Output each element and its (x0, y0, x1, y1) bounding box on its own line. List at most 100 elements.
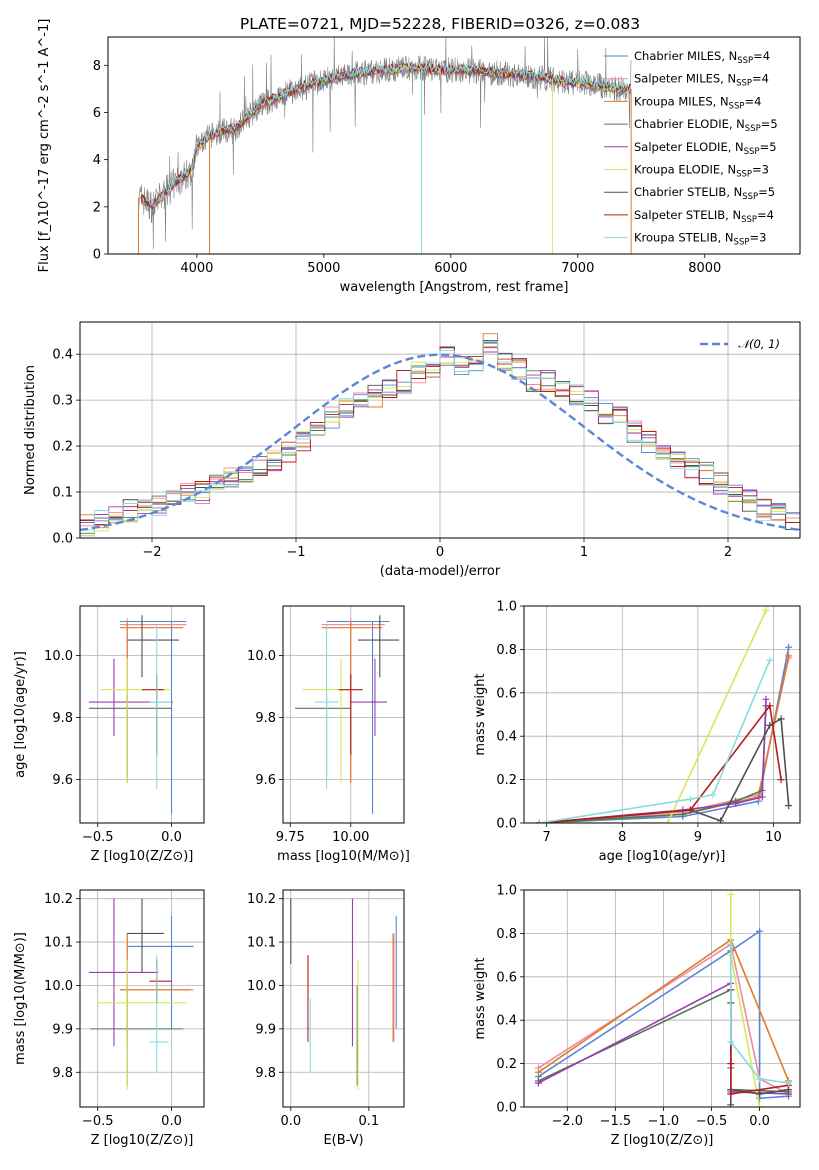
residuals-legend: 𝒩(0, 1) (700, 337, 780, 351)
histogram-kroupa_stelib (80, 341, 800, 531)
legend-subscript: SSP (737, 56, 753, 66)
weight-marker (732, 799, 740, 807)
y-tick-label: 0.2 (496, 773, 517, 788)
y-axis-label: mass weight (473, 673, 488, 755)
y-tick-label: 9.6 (52, 773, 73, 788)
errorbar-salpeter_stelib (338, 674, 363, 755)
legend-value: =4 (757, 208, 774, 222)
weight-marker (727, 1038, 735, 1046)
x-axis-label: age [log10(age/yr)] (599, 849, 726, 864)
x-tick-label: 0.0 (161, 830, 182, 845)
x-tick-label: 1 (580, 545, 588, 560)
legend-label: Salpeter MILES, N (634, 72, 736, 86)
x-axis-label: Z [log10(Z/Z⊙)] (611, 1133, 714, 1148)
x-tick-label: 9 (694, 830, 702, 845)
weight-marker (727, 1060, 735, 1068)
y-tick-label: 0.4 (496, 1014, 517, 1029)
y-tick-label: 10.1 (44, 936, 73, 951)
legend-label: Chabrier ELODIE, N (634, 117, 745, 131)
panel-z_vs_age: −0.5 0.0 9.6 9.8 10.0 Z [log10(Z/Z⊙)] age [log… (13, 605, 205, 864)
legend-value: =5 (758, 185, 775, 199)
y-tick-label: 6 (93, 106, 101, 121)
x-tick-label: 0.0 (280, 1114, 301, 1129)
plot-area (295, 615, 400, 814)
plot-area (88, 898, 194, 1090)
x-tick-label: −0.5 (82, 830, 114, 845)
ticks: −2.0 −1.5 −1.0 −0.5 0.0 0.0 0.2 0.4 0.6 0.8 1.0 (496, 884, 770, 1130)
plot-area (290, 898, 397, 1090)
weight-marker (785, 652, 793, 660)
axes-frame (79, 321, 801, 539)
y-tick-label: 0.8 (496, 927, 517, 942)
legend-entry: Kroupa STELIB, NSSP=3 (634, 231, 766, 248)
legend-subscript: SSP (734, 238, 750, 248)
weight-line-chabrier_stelib (539, 717, 790, 823)
errorbar-kroupa_stelib (149, 955, 169, 1073)
y-tick-label: 0.6 (496, 686, 517, 701)
weight-marker (686, 806, 694, 814)
ticks: 0.0 0.1 9.8 9.9 10.0 10.1 10.2 (247, 892, 379, 1129)
observed-spectrum (138, 37, 632, 250)
plot-area (535, 606, 793, 823)
y-tick-label: 0.4 (496, 730, 517, 745)
panel-z_vs_mass: −0.5 0.0 9.8 9.9 10.0 10.1 10.2 Z [log10(Z/Z⊙)]… (13, 889, 205, 1148)
legend-label: 𝒩(0, 1) (738, 337, 780, 351)
legend-label: Chabrier STELIB, N (634, 185, 742, 199)
y-tick-label: 9.8 (255, 711, 276, 726)
ticks: 7 8 9 10 0.0 0.2 0.4 0.6 0.8 1.0 (496, 600, 781, 846)
legend-subscript: SSP (745, 124, 761, 134)
errorbar-salpeter_stelib (149, 959, 172, 1003)
errorbar-chabrier_stelib (127, 615, 179, 678)
legend-entry: Salpeter MILES, NSSP=4 (634, 72, 769, 89)
legend-value: =4 (753, 49, 770, 63)
errorbar-chabrier_stelib (127, 898, 165, 973)
x-tick-label: 7 (543, 830, 551, 845)
x-tick-label: −2 (142, 545, 161, 560)
axes-frame (282, 889, 405, 1108)
weight-marker (717, 817, 725, 823)
legend-subscript: SSP (744, 147, 760, 157)
plot-area (534, 890, 792, 1107)
weight-marker (535, 819, 543, 823)
x-tick-label: 8 (618, 830, 626, 845)
figure-title: PLATE=0721, MJD=52228, FIBERID=0326, z=0… (240, 15, 640, 33)
legend-entry: Salpeter ELODIE, NSSP=5 (634, 140, 777, 157)
weight-marker (785, 643, 793, 651)
panel-z_vs_weight: −2.0 −1.5 −1.0 −0.5 0.0 0.0 0.2 0.4 0.6 0.8 1.0 Z [… (473, 884, 801, 1148)
ticks: −2 −1 0 1 2 0.0 0.1 0.2 0.3 0.4 (52, 348, 732, 560)
legend-value: =5 (761, 117, 778, 131)
errorbar-kroupa_elodie (97, 959, 187, 1090)
errorbar-kroupa_stelib (149, 624, 172, 789)
legend-label: Kroupa ELODIE, N (634, 163, 736, 177)
legend-entry: Salpeter STELIB, NSSP=4 (634, 208, 774, 225)
weight-line-kroupa_elodie (539, 609, 767, 823)
weight-marker (758, 793, 766, 801)
legend-label: Kroupa STELIB, N (634, 231, 734, 245)
legend-subscript: SSP (741, 215, 757, 225)
y-tick-label: 0.2 (496, 1057, 517, 1072)
y-tick-label: 0.8 (496, 643, 517, 658)
x-tick-label: 0.0 (161, 1114, 182, 1129)
weight-line-kroupa_stelib (730, 944, 789, 1084)
legend-value: =3 (752, 163, 769, 177)
x-tick-label: −1 (286, 545, 305, 560)
errorbar-salpeter_miles (119, 618, 187, 783)
x-axis-label: E(B-V) (323, 1133, 363, 1148)
legend-value: =4 (752, 72, 769, 86)
weight-marker (727, 1101, 735, 1107)
y-tick-label: 9.8 (255, 1066, 276, 1081)
weight-marker (686, 795, 694, 803)
axes-frame (523, 605, 801, 824)
legend-label: Chabrier MILES, N (634, 49, 737, 63)
errorbar-salpeter_elodie (88, 898, 159, 1047)
x-tick-label: 8000 (688, 261, 721, 276)
x-tick-label: −2.0 (551, 1114, 583, 1129)
plot-area (137, 37, 632, 254)
weight-marker (756, 1103, 764, 1107)
legend-entry: Chabrier MILES, NSSP=4 (634, 49, 770, 66)
ticks: −0.5 0.0 9.6 9.8 10.0 (44, 649, 182, 845)
panel-mass_vs_age: 9.75 10.00 9.6 9.8 10.0 mass [log10(M/M⊙)] (247, 605, 410, 864)
y-tick-label: 10.0 (247, 649, 276, 664)
y-tick-label: 10.1 (247, 936, 276, 951)
